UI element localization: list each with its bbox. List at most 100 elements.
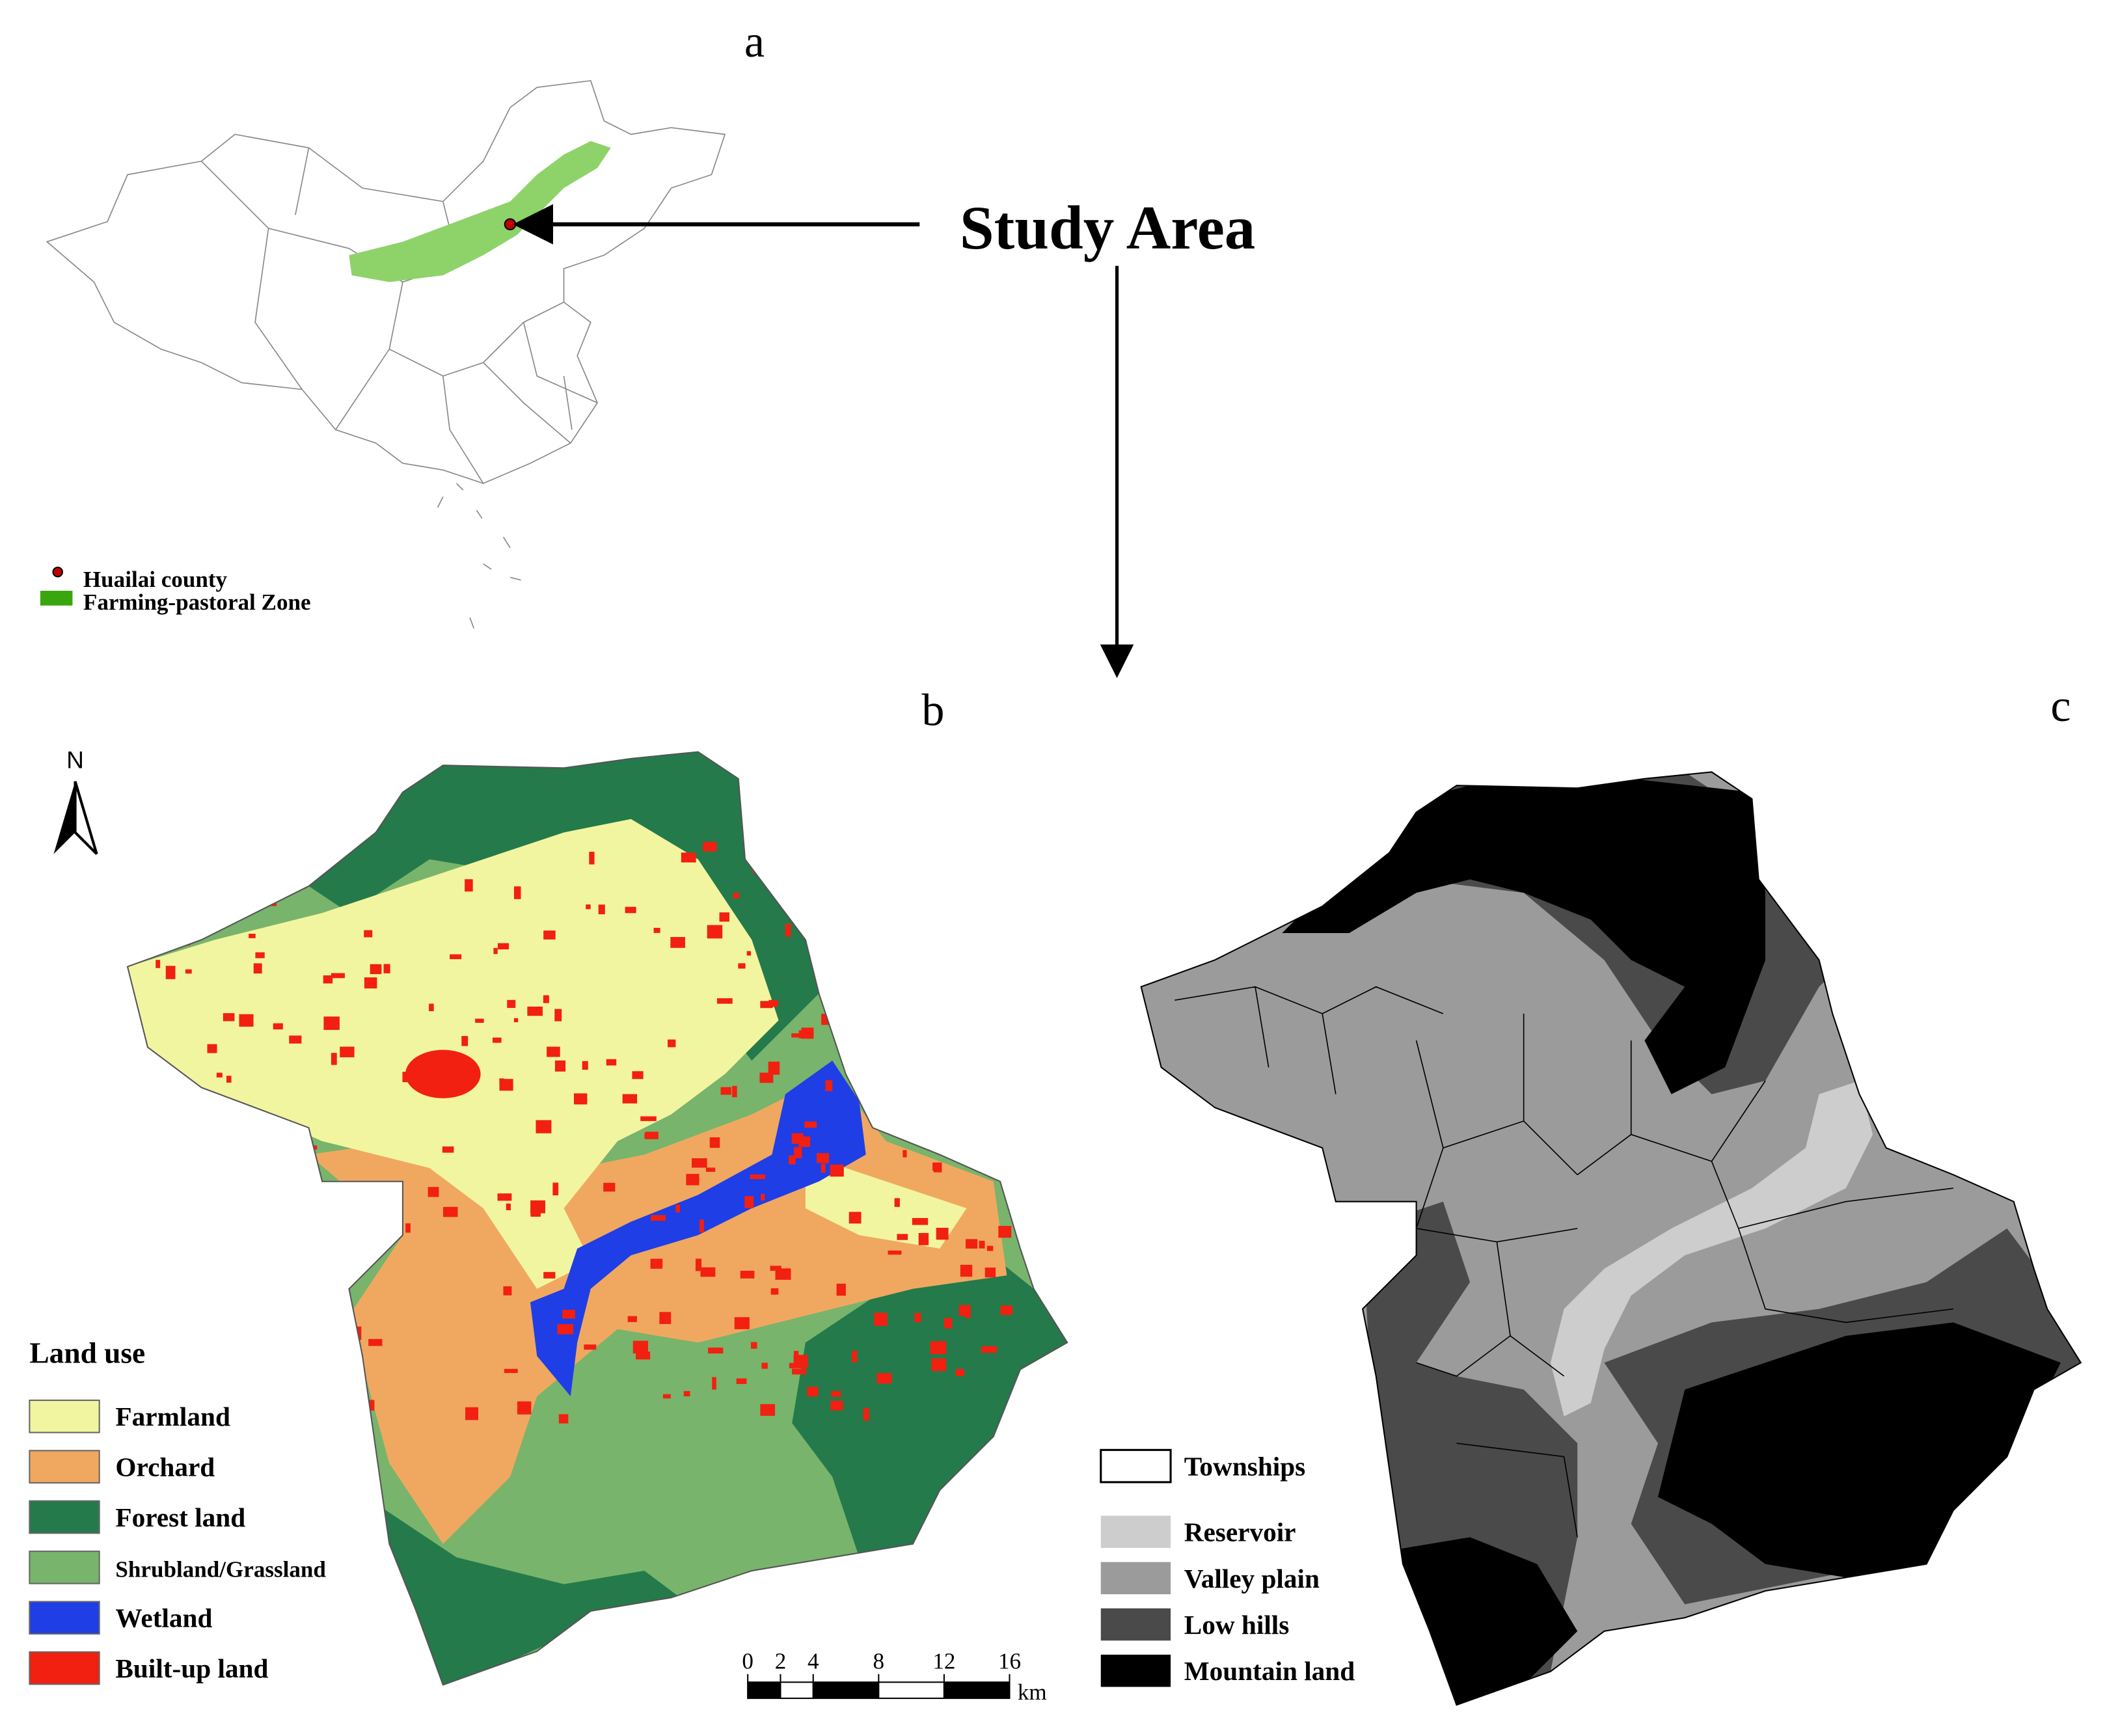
- built-up: [746, 951, 752, 956]
- legend-swatch: [29, 1651, 100, 1685]
- scale-tick-label: 12: [932, 1649, 955, 1674]
- built-up: [965, 1239, 978, 1249]
- built-up: [768, 1061, 780, 1075]
- built-up: [921, 992, 934, 1001]
- built-up: [327, 1259, 335, 1266]
- built-up: [985, 1268, 996, 1278]
- built-up: [953, 865, 962, 873]
- built-up: [314, 1404, 325, 1415]
- built-up: [506, 1203, 511, 1210]
- built-up: [653, 927, 660, 933]
- legend-label: Wetland: [115, 1603, 212, 1633]
- built-up: [930, 1341, 947, 1355]
- built-up: [160, 1320, 176, 1331]
- north-label: N: [66, 746, 84, 773]
- built-up: [1027, 953, 1040, 962]
- built-up: [543, 1271, 556, 1279]
- built-up: [189, 1167, 204, 1180]
- scale-bar: 0 2 4 8 12 16 km: [742, 1649, 1046, 1705]
- built-up: [160, 1163, 165, 1173]
- built-up: [573, 1093, 588, 1105]
- built-up: [744, 1196, 754, 1208]
- built-up: [196, 858, 202, 869]
- built-up: [527, 1007, 543, 1016]
- legend-label: Built-up land: [115, 1653, 268, 1683]
- built-up: [442, 1146, 454, 1153]
- built-up: [187, 1195, 195, 1204]
- built-up: [867, 973, 883, 979]
- scale-segment: [812, 1681, 880, 1700]
- built-up: [960, 1264, 973, 1277]
- built-up: [719, 912, 729, 922]
- built-up: [871, 1108, 885, 1120]
- built-up: [552, 1182, 559, 1196]
- built-up: [228, 1207, 238, 1215]
- built-up: [912, 1217, 929, 1225]
- built-up: [889, 1028, 895, 1036]
- built-up: [373, 1195, 382, 1204]
- built-up: [794, 1146, 802, 1158]
- legend-label: Low hills: [1184, 1610, 1290, 1640]
- built-up: [253, 963, 262, 974]
- legend-label: Forest land: [115, 1502, 245, 1532]
- wetland: [530, 1061, 866, 1396]
- built-up: [256, 885, 261, 894]
- built-up: [858, 933, 864, 945]
- built-up: [830, 1400, 843, 1411]
- built-up: [632, 1071, 644, 1079]
- legend-swatch: [29, 1551, 100, 1584]
- built-up: [997, 847, 1011, 858]
- north-arrow: [74, 781, 98, 855]
- legend-label: Valley plain: [1184, 1564, 1320, 1594]
- scale-tick-label: 0: [742, 1649, 754, 1674]
- built-up: [990, 855, 997, 867]
- built-up: [224, 896, 238, 907]
- built-up: [863, 1407, 869, 1421]
- built-up: [705, 1167, 716, 1172]
- built-up: [807, 1387, 819, 1397]
- built-up: [986, 1245, 994, 1251]
- built-up: [258, 863, 263, 875]
- legend-label: Farmland: [115, 1402, 230, 1431]
- built-up: [547, 1046, 560, 1057]
- built-up: [252, 1121, 257, 1134]
- built-up: [562, 1309, 575, 1319]
- built-up: [852, 1350, 858, 1363]
- built-up: [650, 1258, 663, 1269]
- built-up: [632, 1340, 648, 1354]
- built-up: [627, 1316, 637, 1322]
- built-up: [994, 1156, 1005, 1168]
- built-up: [249, 1197, 262, 1202]
- built-up: [686, 1174, 699, 1186]
- legend-label: Reservoir: [1184, 1517, 1296, 1547]
- built-up: [183, 1227, 200, 1233]
- built-up: [716, 998, 733, 1004]
- built-up: [194, 1094, 205, 1104]
- built-up: [331, 1053, 337, 1065]
- built-up: [793, 1355, 808, 1368]
- built-up: [428, 1187, 439, 1197]
- built-up: [992, 875, 999, 880]
- built-up: [917, 858, 932, 866]
- built-up: [517, 1401, 532, 1415]
- built-up: [791, 1133, 804, 1144]
- built-up: [944, 1318, 953, 1329]
- built-up: [750, 1342, 757, 1349]
- built-up: [932, 1162, 939, 1171]
- built-up: [980, 1066, 993, 1074]
- built-up: [709, 1137, 720, 1148]
- built-up: [1004, 1004, 1021, 1009]
- built-up: [825, 1080, 833, 1091]
- built-up: [914, 1312, 921, 1323]
- built-up: [789, 1155, 796, 1165]
- built-up: [558, 1414, 569, 1424]
- built-up: [215, 833, 227, 840]
- built-up: [513, 886, 521, 899]
- scale-tick-label: 16: [998, 1649, 1021, 1674]
- legend-swatch: [29, 1601, 100, 1635]
- scale-segment: [943, 1681, 1011, 1700]
- built-up: [180, 1325, 195, 1335]
- built-up: [955, 1368, 964, 1376]
